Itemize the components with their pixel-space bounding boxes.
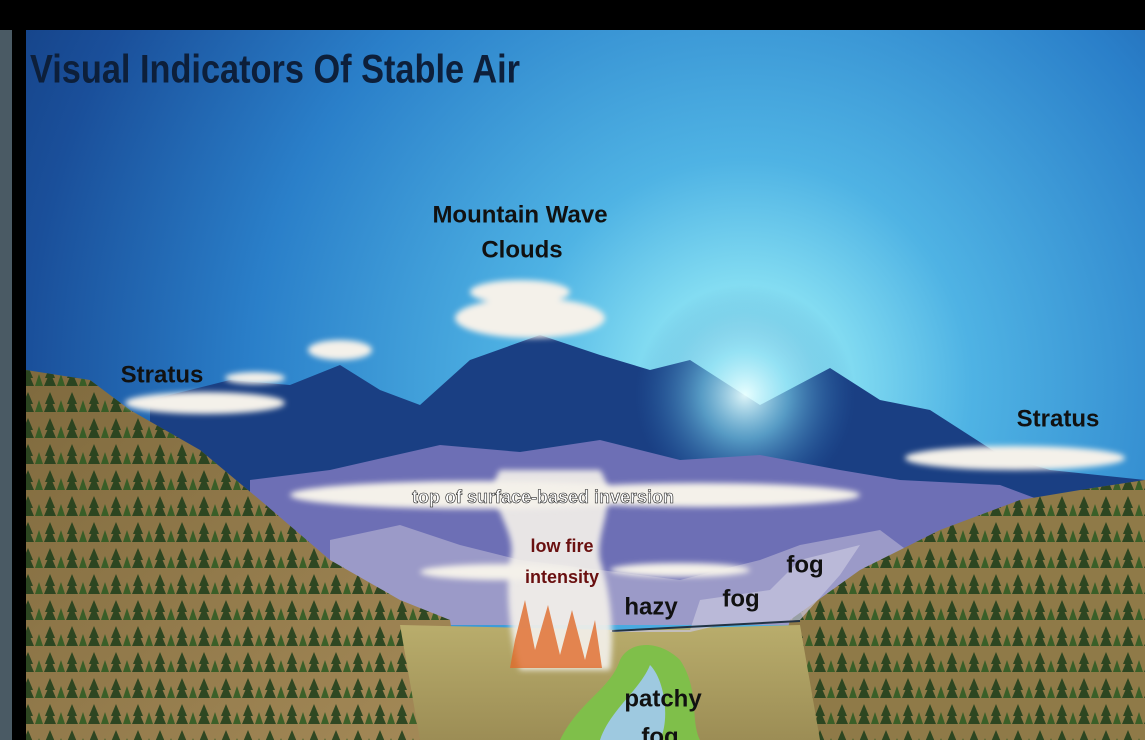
label: hazy <box>624 593 678 620</box>
label: patchy <box>624 685 702 712</box>
label: Stratus <box>121 361 204 388</box>
label: fog <box>786 551 823 578</box>
label: Clouds <box>481 236 562 263</box>
title: Visual Indicators Of Stable Air <box>30 48 520 92</box>
illustration: Visual Indicators Of Stable Air Mountain… <box>0 0 1145 740</box>
label: intensity <box>525 567 599 587</box>
label: Mountain Wave <box>432 201 607 228</box>
label: low fire <box>530 536 593 556</box>
left-edge <box>0 0 12 740</box>
top-bar <box>0 0 1145 30</box>
label: fog <box>722 585 759 612</box>
label: Stratus <box>1017 405 1100 432</box>
label: fog <box>641 723 678 740</box>
label: top of surface-based inversion <box>412 487 674 507</box>
